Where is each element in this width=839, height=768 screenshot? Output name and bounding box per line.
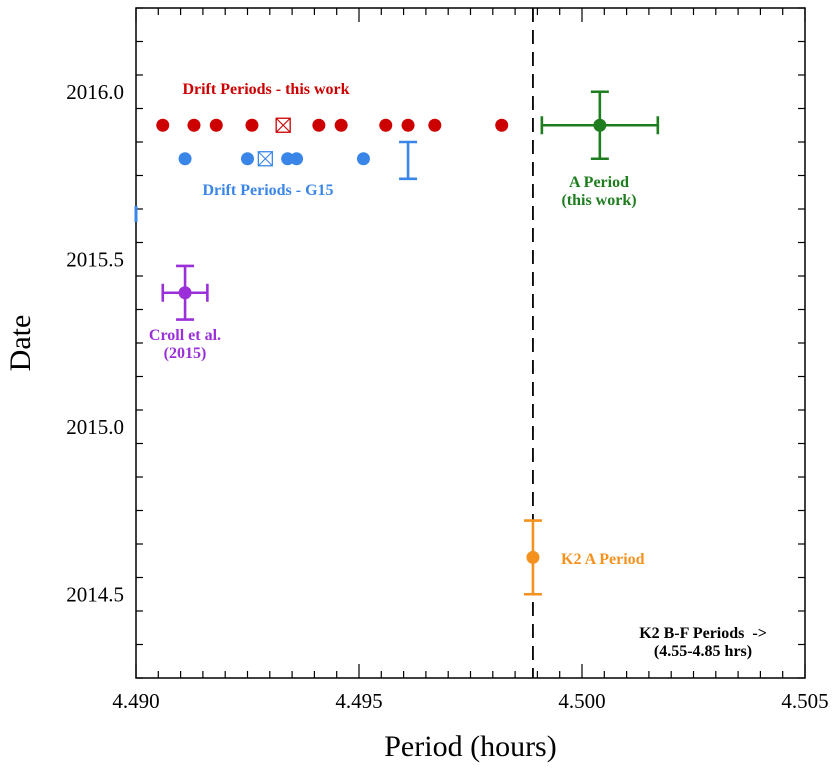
- series-1-marker: [257, 151, 273, 167]
- annotation-a_period: A Period (this work): [561, 174, 636, 209]
- annotation-line: (4.55-4.85 hrs): [654, 643, 752, 660]
- series-0-point: [209, 118, 223, 132]
- series-1-point: [356, 152, 370, 166]
- series-0-point: [187, 118, 201, 132]
- x-tick-label: 4.490: [112, 689, 159, 713]
- series-1-point: [290, 152, 304, 166]
- annotation-drift_g15: Drift Periods - G15: [202, 182, 333, 199]
- y-tick-label: 2015.0: [66, 415, 124, 439]
- series-0-point: [428, 118, 442, 132]
- series-1-marker-diag2: [257, 151, 273, 167]
- annotation-line: Croll et al.: [149, 327, 221, 344]
- axes: [135, 7, 806, 679]
- y-tick-label: 2015.5: [66, 247, 124, 271]
- annotation-line: A Period: [569, 174, 629, 191]
- data-marks: [134, 90, 660, 596]
- series-0-point: [245, 118, 259, 132]
- series-1-point: [241, 152, 254, 166]
- x-tick-label: 4.500: [558, 689, 605, 713]
- series-2-point: [593, 118, 607, 132]
- series-0-point: [495, 118, 509, 132]
- x-tick-label: 4.495: [335, 689, 382, 713]
- series-0-point: [156, 118, 170, 132]
- annotation-line: Drift Periods - this work: [182, 81, 349, 98]
- y-tick-label: 2014.5: [66, 582, 124, 606]
- minor-ticks: [135, 7, 806, 679]
- series-0-marker: [275, 117, 291, 133]
- series-1-point: [281, 152, 295, 166]
- series-0-marker-box: [275, 117, 291, 133]
- series-1-point: [178, 152, 192, 166]
- annotation-line: K2 B-F Periods ->: [639, 625, 767, 642]
- annotation-croll: Croll et al. (2015): [149, 327, 221, 362]
- annotations: Drift Periods - this work Drift Periods -…: [149, 81, 767, 660]
- series-0-point: [312, 118, 326, 132]
- series-3-point: [178, 286, 192, 300]
- series-0-point: [401, 118, 415, 132]
- y-tick-label: 2016.0: [66, 80, 124, 104]
- annotation-drift_this_work: Drift Periods - this work: [182, 81, 349, 98]
- tick-labels: 4.490 4.495 4.500 4.505 2014.5 2015.0 2015.5 20…: [66, 80, 828, 713]
- annotation-k2_bf: K2 B-F Periods -> (4.55-4.85 hrs): [639, 625, 767, 660]
- annotation-line: K2 A Period: [561, 551, 645, 568]
- series-0-point: [379, 118, 393, 132]
- series-0-marker-diag2: [275, 117, 291, 133]
- plot-frame: [135, 7, 806, 679]
- annotation-line: (2015): [164, 345, 207, 362]
- series-4-point: [526, 550, 540, 564]
- annotation-k2_a: K2 A Period: [561, 551, 645, 568]
- x-axis-title: Period (hours): [384, 730, 556, 763]
- x-tick-label: 4.505: [781, 689, 828, 713]
- annotation-line: Drift Periods - G15: [202, 182, 333, 199]
- annotation-line: (this work): [561, 192, 636, 209]
- y-axis-title: Date: [4, 315, 37, 372]
- series-0-point: [334, 118, 348, 132]
- series-1-marker-box: [257, 151, 273, 167]
